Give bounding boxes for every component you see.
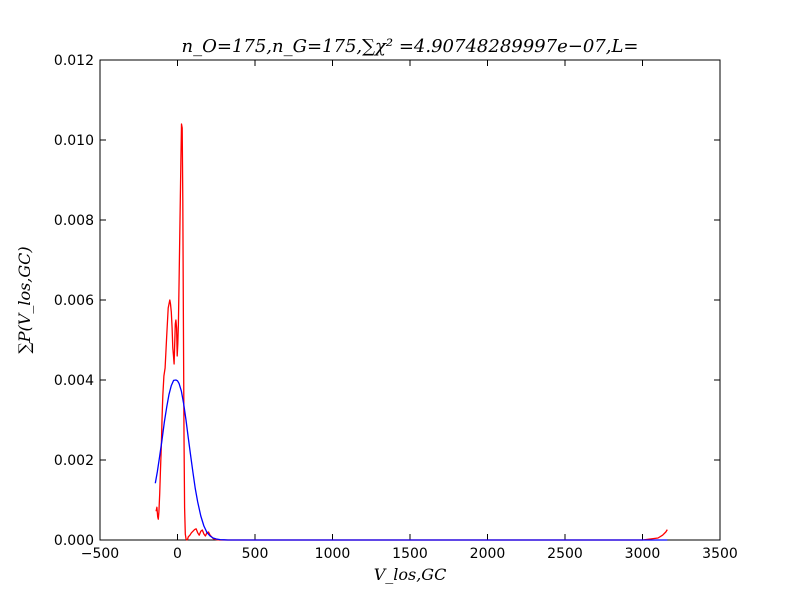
y-tick-label: 0.006 [54, 293, 94, 309]
series-group [154, 123, 668, 541]
x-tick-label: 2000 [470, 546, 506, 562]
series-line-blue [154, 379, 668, 541]
series-line-red [155, 123, 668, 541]
x-tick-label: 2500 [547, 546, 583, 562]
y-axis-ticks: 0.000 0.002 0.004 0.006 0.008 0.010 0.012 [54, 53, 720, 549]
x-axis-label: V_los,GC [374, 565, 447, 584]
plot-frame [99, 59, 721, 541]
x-tick-label: −500 [81, 546, 119, 562]
x-axis-ticks: −500 0 500 1000 1500 2000 2500 3000 3500 [81, 60, 738, 562]
y-tick-label: 0.000 [54, 533, 94, 549]
x-tick-label: 1500 [392, 546, 428, 562]
y-axis-label: ∑P(V_los,GC) [15, 246, 34, 353]
y-tick-label: 0.008 [54, 213, 94, 229]
x-tick-label: 500 [242, 546, 269, 562]
x-tick-label: 3500 [702, 546, 738, 562]
x-tick-label: 1000 [315, 546, 351, 562]
y-tick-label: 0.002 [54, 453, 94, 469]
chart-title: n_O=175,n_G=175,∑χ² =4.90748289997e−07,L… [182, 36, 639, 57]
y-tick-label: 0.012 [54, 53, 94, 69]
y-tick-label: 0.010 [54, 133, 94, 149]
x-tick-label: 3000 [625, 546, 661, 562]
y-tick-label: 0.004 [54, 373, 94, 389]
x-tick-label: 0 [173, 546, 182, 562]
